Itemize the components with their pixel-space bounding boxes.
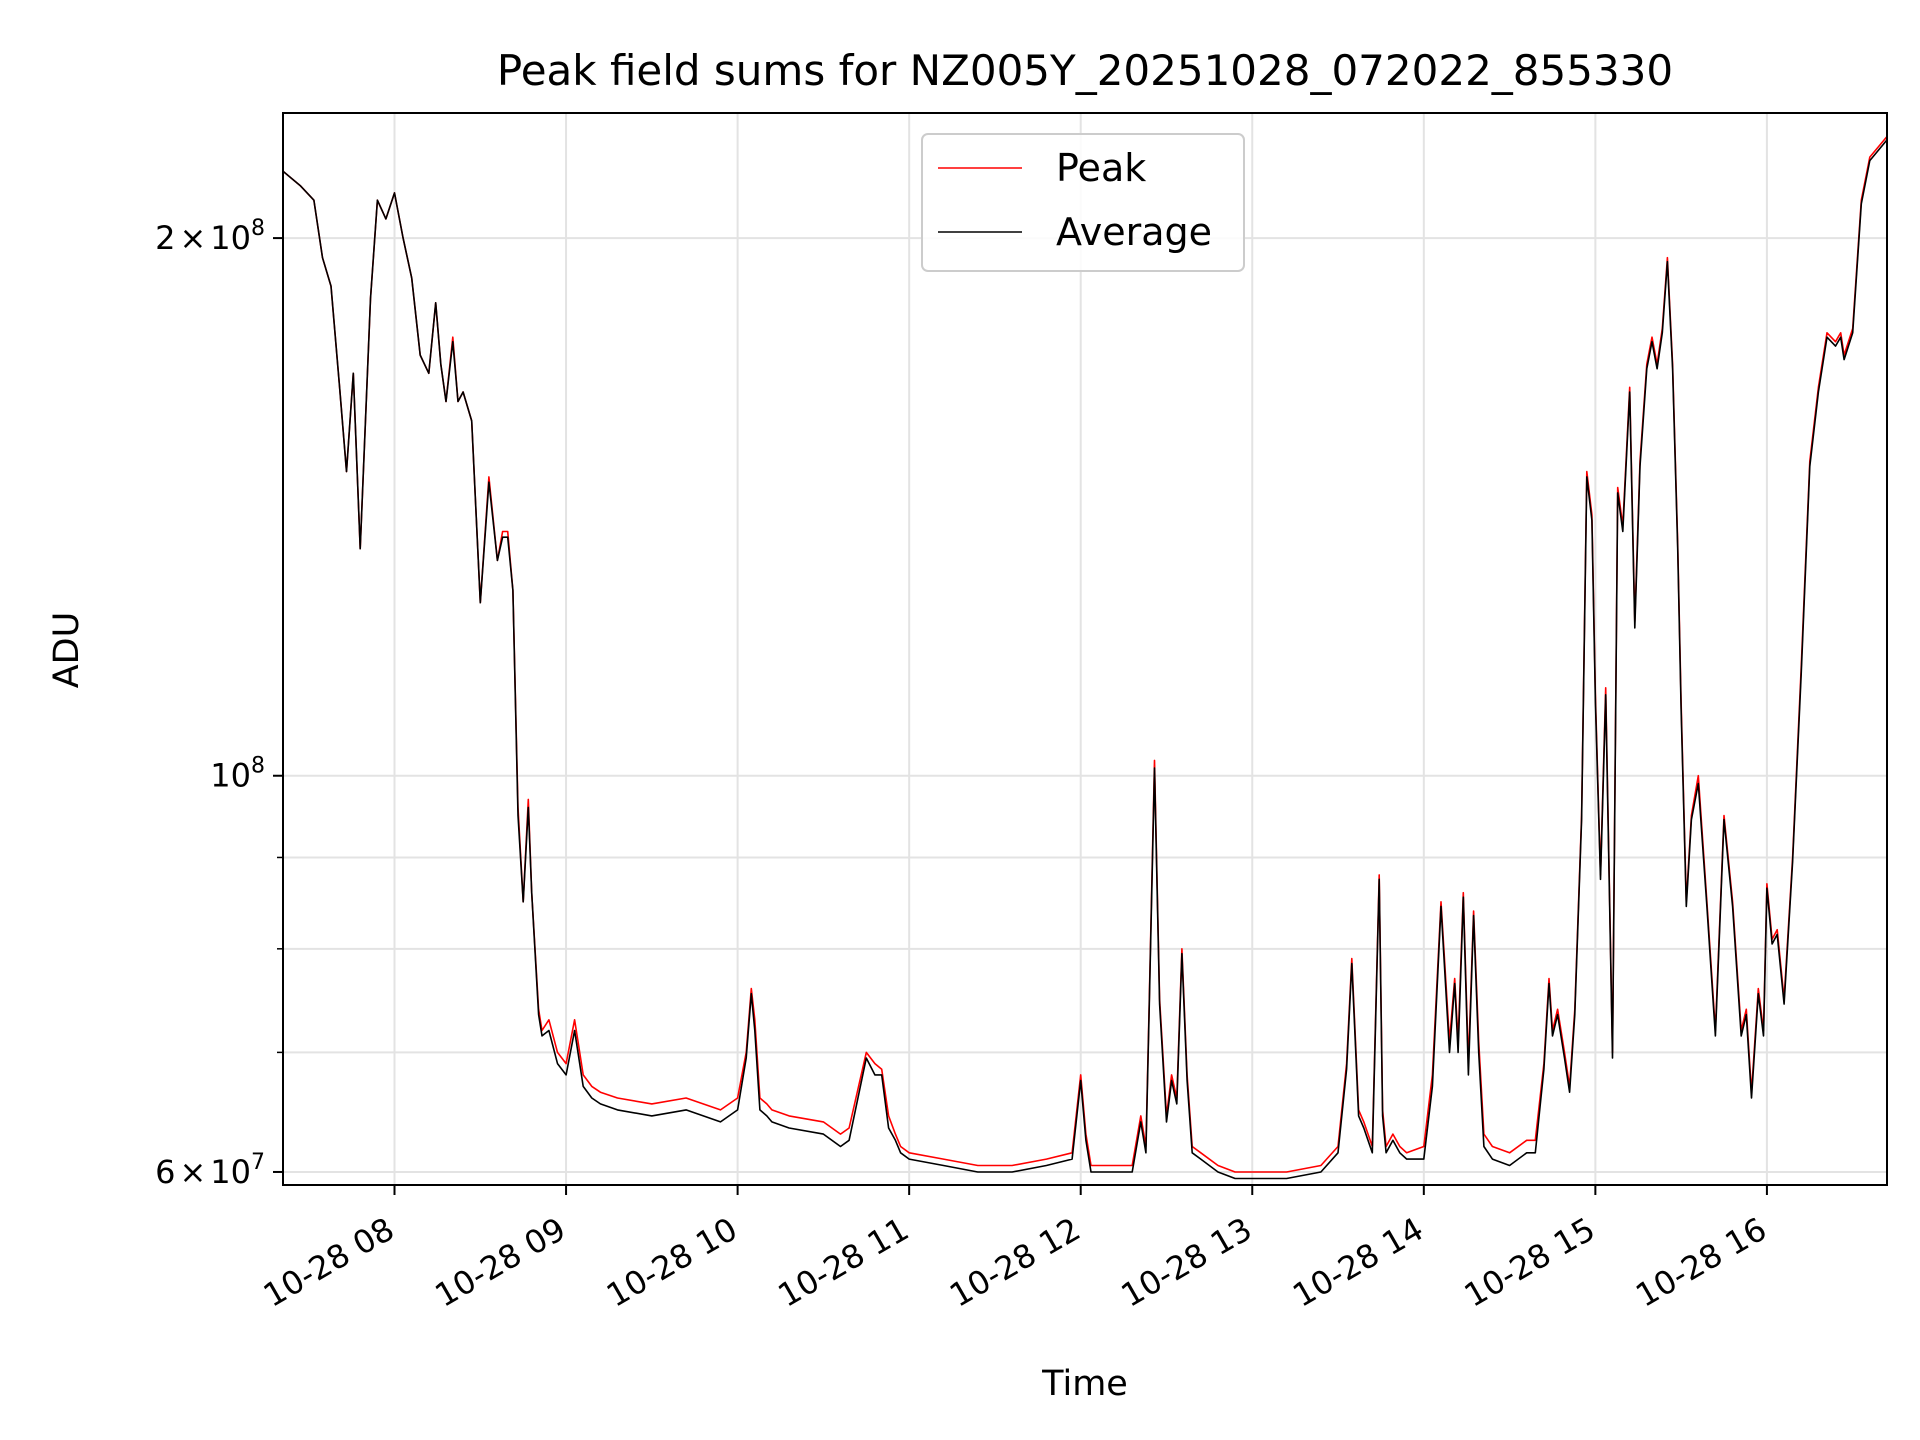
legend-label-peak: Peak bbox=[1056, 146, 1146, 190]
y-tick-base: 10 bbox=[210, 757, 251, 795]
y-tick-mantissa: 2 bbox=[155, 219, 175, 257]
y-tick-base: 10 bbox=[210, 1153, 251, 1191]
plot-frame bbox=[282, 112, 1888, 1186]
y-axis-title: ADU bbox=[47, 612, 87, 689]
y-tick-base: 10 bbox=[210, 219, 251, 257]
x-axis-title: Time bbox=[1041, 1364, 1128, 1404]
y-tick-label: 108 bbox=[210, 754, 265, 795]
y-tick-label: 2 × 108 bbox=[155, 216, 265, 257]
y-tick-exponent: 8 bbox=[251, 216, 265, 241]
y-tick-exponent: 7 bbox=[251, 1150, 265, 1175]
y-tick-label: 6 × 107 bbox=[155, 1150, 265, 1191]
y-tick-times: × bbox=[179, 1153, 206, 1191]
y-tick-exponent: 8 bbox=[251, 754, 265, 779]
series-line-average bbox=[283, 139, 1887, 1180]
series-layer bbox=[283, 135, 1887, 1180]
legend: Peak Average bbox=[921, 133, 1245, 272]
y-tick-mantissa: 6 bbox=[155, 1153, 175, 1191]
legend-label-average: Average bbox=[1056, 210, 1212, 254]
grid-layer bbox=[283, 113, 1887, 1185]
chart-title: Peak field sums for NZ005Y_20251028_0720… bbox=[497, 46, 1673, 95]
y-tick-times: × bbox=[179, 219, 206, 257]
